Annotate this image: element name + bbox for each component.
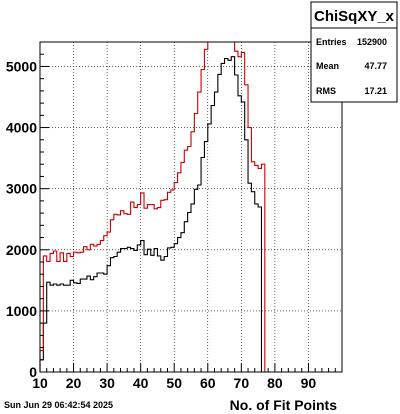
stats-mean-label: Mean (316, 61, 339, 71)
stats-rms-label: RMS (316, 86, 336, 96)
stats-entries-value: 152900 (357, 37, 387, 47)
x-tick-label-3: 40 (133, 375, 149, 391)
x-tick-label-8: 90 (301, 375, 317, 391)
tick-labels: 10 20 30 40 50 60 70 80 90 0 1000 2000 3000 4000 5000 (6, 58, 317, 391)
x-tick-label-4: 50 (166, 375, 182, 391)
y-tick-label-2: 2000 (6, 242, 37, 258)
axis-ticks (39, 53, 343, 373)
x-tick-label-2: 30 (99, 375, 115, 391)
stats-rms-value: 17.21 (364, 86, 387, 96)
y-tick-label-5: 5000 (6, 58, 37, 74)
y-tick-label-1: 1000 (6, 303, 37, 319)
x-tick-label-7: 80 (267, 375, 283, 391)
y-tick-label-4: 4000 (6, 120, 37, 136)
y-tick-label-3: 3000 (6, 181, 37, 197)
x-tick-label-1: 20 (66, 375, 82, 391)
stats-box-border (310, 1, 398, 103)
stats-mean-value: 47.77 (364, 61, 387, 71)
histogram-series-1 (39, 41, 342, 373)
histogram-series-0 (39, 56, 342, 373)
x-tick-label-6: 70 (234, 375, 250, 391)
x-tick-label-5: 60 (200, 375, 216, 391)
stats-box: ChiSqXY_x Entries 152900 Mean 47.77 RMS … (310, 1, 398, 103)
plot-frame (39, 41, 343, 373)
stats-title: ChiSqXY_x (314, 8, 395, 25)
x-axis-title: No. of Fit Points (230, 397, 338, 413)
x-tick-label-0: 10 (32, 375, 48, 391)
y-tick-label-0: 0 (29, 364, 37, 380)
histogram-series (39, 41, 342, 373)
timestamp: Sun Jun 29 06:42:54 2025 (4, 400, 113, 410)
stats-entries-label: Entries (316, 37, 347, 47)
